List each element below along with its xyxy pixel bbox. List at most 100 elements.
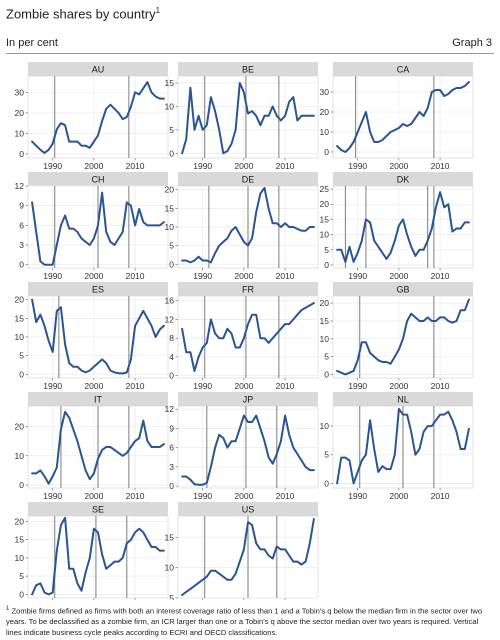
- tick-label-y: 20: [320, 107, 330, 117]
- tick-label-y: 20: [15, 516, 25, 526]
- tick-label-y: 9: [19, 201, 24, 211]
- tick-label-y: 8: [169, 333, 174, 343]
- tick-label-x: 2010: [126, 271, 145, 281]
- tick-label-x: 2000: [234, 381, 253, 391]
- tick-label-y: 15: [320, 316, 330, 326]
- tick-label-x: 1990: [193, 381, 212, 391]
- tick-label-x: 2000: [84, 491, 103, 501]
- tick-label-y: 6: [169, 443, 174, 453]
- tick-label-y: 15: [165, 203, 175, 213]
- tick-label-x: 2000: [389, 161, 408, 171]
- tick-label-x: 2010: [431, 491, 450, 501]
- panel-nl: NL 0 5 10 1990 2000 2010: [320, 392, 474, 501]
- tick-label-x: 1990: [193, 161, 212, 171]
- panel-title: DK: [397, 175, 410, 185]
- panel-title: US: [242, 505, 255, 515]
- tick-label-y: 15: [15, 313, 25, 323]
- tick-label-y: 10: [165, 563, 175, 573]
- tick-label-y: 9: [169, 423, 174, 433]
- panel-title: SE: [92, 505, 104, 515]
- tick-label-y: 10: [15, 128, 25, 138]
- tick-label-y: 0: [19, 589, 24, 599]
- tick-label-x: 2000: [234, 271, 253, 281]
- panel-es: ES 0 5 10 15 20 1990 2000 2010: [15, 282, 169, 391]
- panel-ca: CA 0 10 20 30 1990 2000 2010: [320, 62, 474, 171]
- panel-strip: [28, 392, 168, 406]
- tick-label-y: 20: [15, 422, 25, 432]
- tick-label-y: 20: [15, 108, 25, 118]
- panel-strip: [178, 502, 318, 516]
- graph-number: Graph 3: [452, 37, 492, 49]
- page-title: Zombie shares by country1: [6, 6, 161, 22]
- panel-title: BE: [242, 65, 254, 75]
- tick-label-x: 2000: [234, 491, 253, 501]
- panel-strip: [28, 172, 168, 186]
- tick-label-y: 10: [15, 451, 25, 461]
- tick-label-y: 0: [324, 478, 329, 488]
- panel-strip: [28, 282, 168, 296]
- tick-label-y: 12: [15, 181, 25, 191]
- tick-label-y: 0: [169, 148, 174, 158]
- tick-label-x: 2000: [389, 381, 408, 391]
- series-line-fr: [181, 302, 315, 372]
- tick-label-y: 5: [169, 593, 174, 600]
- tick-label-y: 0: [324, 260, 329, 270]
- plot-area: [177, 405, 319, 489]
- tick-label-x: 1990: [43, 161, 62, 171]
- panel-be: BE 0 5 10 15 1990 2000 2010: [165, 62, 319, 171]
- plot-area: [177, 295, 319, 379]
- tick-label-y: 0: [19, 149, 24, 159]
- tick-label-x: 1990: [193, 271, 212, 281]
- panel-strip: [333, 282, 473, 296]
- panel-strip: [178, 282, 318, 296]
- panel-title: AU: [92, 65, 105, 75]
- panel-se: SE05101520199020002010: [15, 502, 169, 600]
- tick-label-x: 2010: [431, 161, 450, 171]
- tick-label-y: 10: [320, 421, 330, 431]
- tick-label-y: 10: [165, 222, 175, 232]
- tick-label-x: 2010: [431, 271, 450, 281]
- panel-title: CA: [397, 65, 410, 75]
- series-line-ch: [31, 191, 165, 266]
- tick-label-y: 0: [19, 480, 24, 490]
- tick-label-x: 2010: [276, 381, 295, 391]
- tick-label-y: 30: [320, 87, 330, 97]
- series-line-jp: [181, 414, 315, 486]
- tick-label-y: 10: [15, 553, 25, 563]
- series-line-dk: [336, 191, 470, 263]
- tick-label-x: 2010: [126, 491, 145, 501]
- tick-label-y: 3: [19, 240, 24, 250]
- tick-label-y: 30: [15, 87, 25, 97]
- panel-title: GB: [396, 285, 409, 295]
- panel-de: DE 0 5 10 15 20 1990 2000 2010: [165, 172, 319, 281]
- panel-title: DE: [242, 175, 255, 185]
- plot-area: [177, 75, 319, 159]
- series-line-se: [31, 516, 165, 596]
- series-line-be: [181, 82, 315, 155]
- tick-label-y: 15: [15, 535, 25, 545]
- tick-label-y: 15: [165, 532, 175, 542]
- panel-strip: [178, 392, 318, 406]
- tick-label-y: 6: [19, 220, 24, 230]
- tick-label-x: 1990: [43, 491, 62, 501]
- tick-label-y: 10: [320, 127, 330, 137]
- tick-label-x: 1990: [43, 381, 62, 391]
- series-line-gb: [336, 298, 470, 376]
- plot-area: [332, 75, 474, 159]
- panel-strip: [178, 172, 318, 186]
- tick-label-y: 5: [19, 571, 24, 581]
- tick-label-x: 2000: [234, 161, 253, 171]
- tick-label-x: 2010: [126, 161, 145, 171]
- tick-label-y: 25: [320, 184, 330, 194]
- tick-label-x: 2010: [276, 161, 295, 171]
- tick-label-y: 12: [165, 404, 175, 414]
- panel-strip: [28, 62, 168, 76]
- tick-label-y: 10: [15, 332, 25, 342]
- tick-label-y: 12: [165, 314, 175, 324]
- panel-strip: [333, 392, 473, 406]
- tick-label-y: 10: [165, 101, 175, 111]
- tick-label-x: 2010: [126, 381, 145, 391]
- panel-dk: DK 0 5 10 15 20 25 1990 2000 2010: [320, 172, 474, 281]
- tick-label-y: 0: [169, 259, 174, 269]
- tick-label-x: 2000: [84, 381, 103, 391]
